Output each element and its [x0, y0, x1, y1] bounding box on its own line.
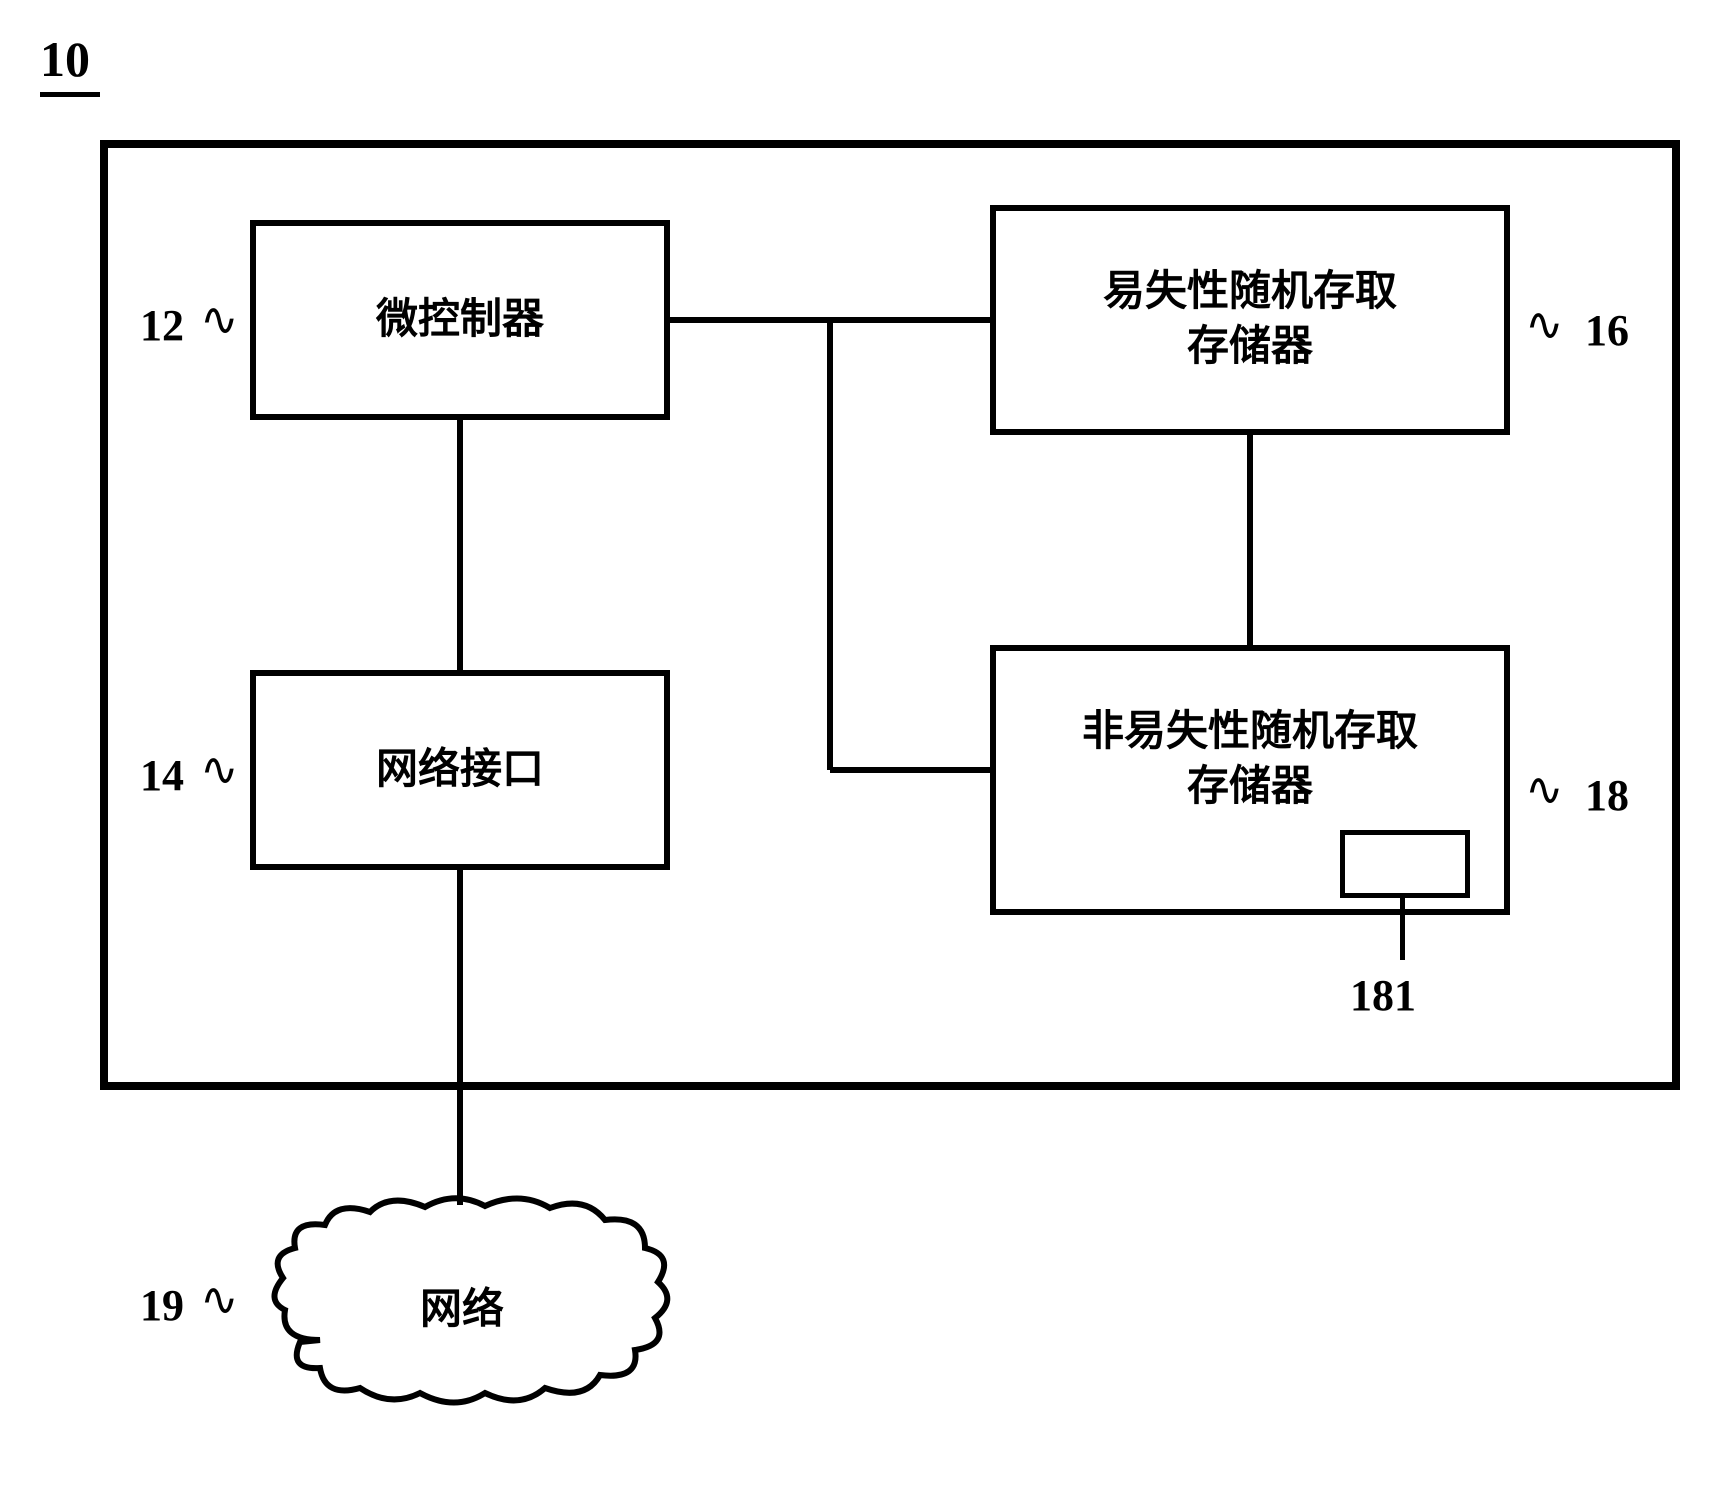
ref-main: 10 [40, 30, 90, 88]
node-netif: 网络接口 [250, 670, 670, 870]
node-mcu-label: 微控制器 [376, 293, 544, 348]
ref-vram: 16 [1585, 305, 1629, 356]
edge-netif-to-out [457, 870, 463, 1205]
ref-subbox: 181 [1350, 970, 1416, 1021]
ref-nvram: 18 [1585, 770, 1629, 821]
ref-netif: 14 [140, 750, 184, 801]
edge-bus-vertical [827, 320, 833, 770]
diagram-canvas: 10 微控制器 12 ∿ 网络接口 14 ∿ 易失性随机存取 存储器 16 ∿ … [0, 0, 1724, 1511]
edge-mcu-to-netif [457, 420, 463, 670]
lead-vram: ∿ [1525, 297, 1564, 351]
lead-nvram: ∿ [1525, 762, 1564, 816]
lead-mcu: ∿ [200, 292, 239, 346]
edge-bus-to-nvram [830, 767, 990, 773]
node-vram-label: 易失性随机存取 存储器 [1103, 265, 1397, 374]
node-nvram-label: 非易失性随机存取 存储器 [1082, 705, 1418, 814]
ref-cloud: 19 [140, 1280, 184, 1331]
ref-main-underline [40, 92, 100, 97]
ref-mcu: 12 [140, 300, 184, 351]
lead-netif: ∿ [200, 742, 239, 796]
node-netif-label: 网络接口 [376, 743, 544, 798]
node-cloud-label: 网络 [420, 1275, 504, 1336]
lead-cloud: ∿ [200, 1272, 239, 1326]
lead-subbox [1400, 898, 1405, 960]
edge-vram-to-nvram [1247, 435, 1253, 645]
node-vram: 易失性随机存取 存储器 [990, 205, 1510, 435]
node-subbox [1340, 830, 1470, 898]
node-mcu: 微控制器 [250, 220, 670, 420]
